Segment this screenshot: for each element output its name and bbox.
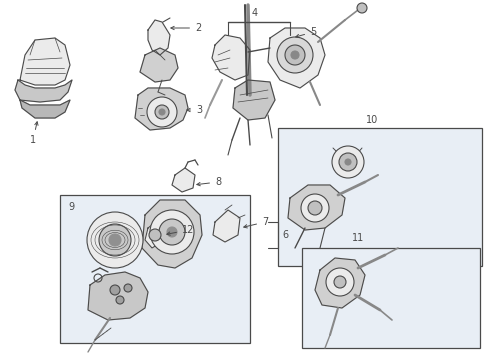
Circle shape	[326, 268, 354, 296]
Polygon shape	[148, 20, 170, 55]
Circle shape	[167, 227, 177, 237]
Text: 10: 10	[366, 115, 378, 125]
Polygon shape	[288, 185, 345, 230]
Text: 8: 8	[197, 177, 221, 187]
Text: 9: 9	[68, 202, 74, 212]
Circle shape	[334, 276, 346, 288]
Circle shape	[345, 159, 351, 165]
Polygon shape	[20, 100, 70, 118]
Polygon shape	[142, 200, 202, 268]
Text: 2: 2	[171, 23, 201, 33]
Polygon shape	[145, 220, 165, 248]
Polygon shape	[140, 48, 178, 82]
Circle shape	[87, 212, 143, 268]
Polygon shape	[268, 28, 325, 88]
Polygon shape	[213, 210, 240, 242]
Circle shape	[109, 234, 121, 246]
Text: 11: 11	[352, 233, 364, 243]
Circle shape	[155, 105, 169, 119]
Text: 4: 4	[252, 8, 258, 18]
Polygon shape	[20, 38, 70, 85]
Text: 7: 7	[244, 217, 268, 228]
Text: 12: 12	[167, 225, 195, 235]
Polygon shape	[172, 168, 195, 192]
Bar	[278, 128, 482, 266]
Circle shape	[301, 194, 329, 222]
Circle shape	[159, 109, 165, 115]
Polygon shape	[88, 272, 148, 320]
Circle shape	[116, 296, 124, 304]
Circle shape	[291, 51, 299, 59]
Circle shape	[99, 224, 131, 256]
Circle shape	[332, 146, 364, 178]
Circle shape	[339, 153, 357, 171]
Circle shape	[149, 229, 161, 241]
Bar	[60, 195, 250, 343]
Circle shape	[110, 285, 120, 295]
Bar	[302, 248, 480, 348]
Text: 3: 3	[187, 105, 202, 115]
Circle shape	[147, 97, 177, 127]
Polygon shape	[233, 80, 275, 120]
Text: 6: 6	[282, 230, 288, 240]
Polygon shape	[15, 80, 72, 102]
Circle shape	[357, 3, 367, 13]
Circle shape	[150, 210, 194, 254]
Polygon shape	[135, 88, 188, 130]
Circle shape	[159, 219, 185, 245]
Text: 5: 5	[296, 27, 316, 38]
Circle shape	[308, 201, 322, 215]
Circle shape	[277, 37, 313, 73]
Circle shape	[124, 284, 132, 292]
Polygon shape	[212, 35, 250, 80]
Circle shape	[285, 45, 305, 65]
Text: 1: 1	[30, 122, 38, 145]
Polygon shape	[315, 258, 365, 308]
